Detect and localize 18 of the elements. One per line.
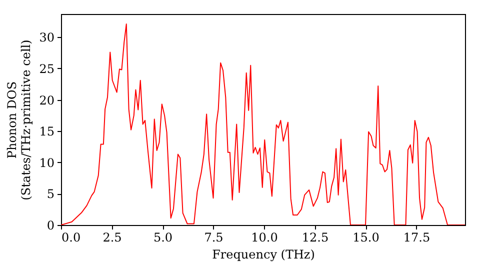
- y-tick-label: 20: [39, 93, 54, 108]
- x-tick-label: 0.0: [62, 230, 81, 244]
- x-tick-label: 7.5: [204, 230, 224, 244]
- y-tick-label: 10: [39, 156, 54, 170]
- y-tick-label: 30: [39, 30, 54, 45]
- x-tick-label: 10.0: [251, 230, 278, 244]
- x-axis-title: Frequency (THz): [212, 248, 315, 262]
- y-tick-label: 25: [39, 62, 54, 76]
- x-tick-label: 2.5: [102, 230, 122, 244]
- y-tick-label: 15: [39, 124, 54, 139]
- x-tick-label: 15.0: [352, 230, 380, 244]
- x-tick-label: 12.5: [302, 230, 329, 244]
- x-tick-label: 17.5: [403, 230, 430, 244]
- y-tick-label: 5: [46, 187, 54, 202]
- x-tick-label: 5.0: [153, 230, 173, 244]
- y-axis-title: Phonon DOS (States/THz·primitive cell): [5, 40, 34, 200]
- y-tick-label: 0: [46, 218, 54, 232]
- line-series: [61, 24, 465, 225]
